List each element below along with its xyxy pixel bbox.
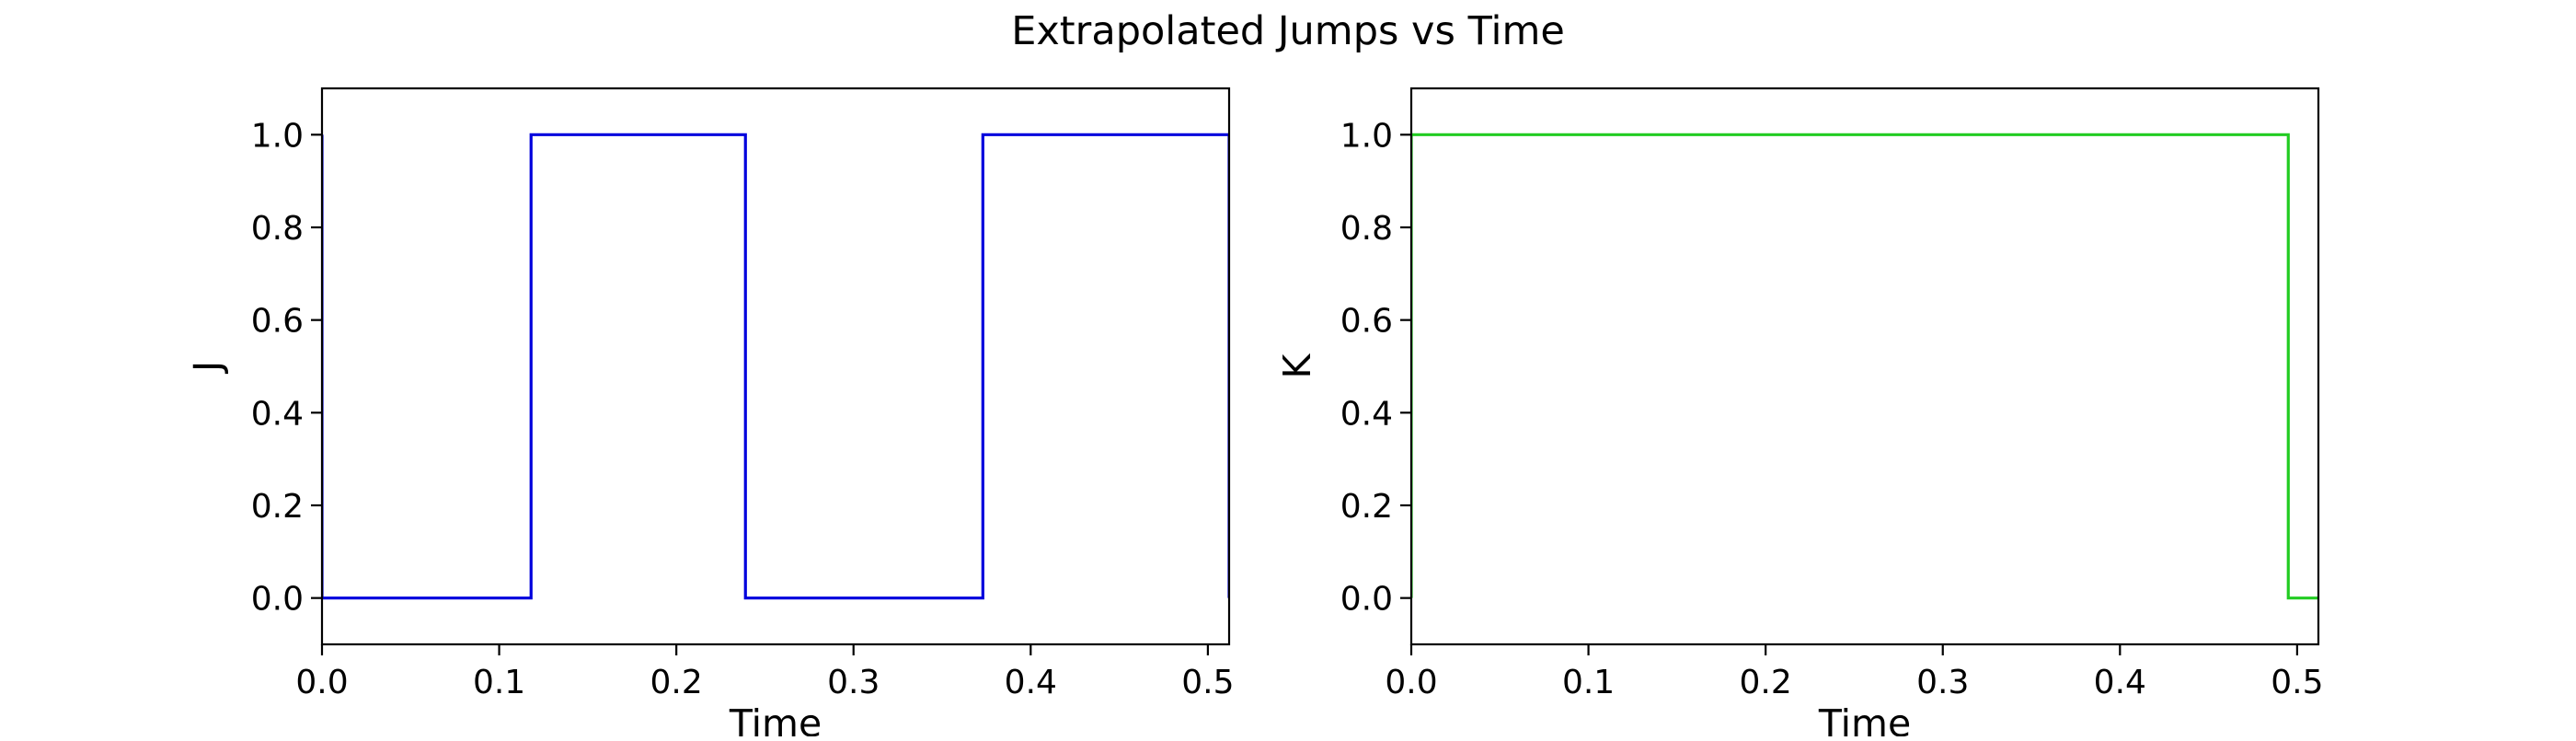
y-tick-label-j-4: 0.8 (251, 210, 304, 248)
y-axis-label-k: K (1275, 353, 1319, 378)
y-tick-label-k-3: 0.6 (1340, 303, 1393, 341)
x-tick-label-j-3: 0.3 (827, 664, 880, 701)
y-tick-label-k-2: 0.4 (1340, 395, 1393, 433)
subplot-j: 0.0 0.1 0.2 0.3 0.4 0.5 0.0 0.2 0.4 0.6 0.8 1.0 Time… (186, 87, 1235, 741)
x-tick-label-j-2: 0.2 (650, 664, 703, 701)
x-axis-label-k: Time (1818, 701, 1911, 736)
y-tick-label-j-2: 0.4 (251, 395, 304, 433)
x-tick-label-k-5: 0.5 (2271, 664, 2323, 701)
subplots: 0.0 0.1 0.2 0.3 0.4 0.5 0.0 0.2 0.4 0.6 0.8 1.0 Time… (186, 87, 2324, 741)
y-tick-label-k-1: 0.2 (1340, 488, 1393, 526)
x-tick-label-j-0: 0.0 (295, 664, 348, 701)
y-tick-label-j-3: 0.6 (251, 303, 304, 341)
x-axis-label-j: Time (729, 701, 822, 736)
y-tick-label-k-0: 0.0 (1340, 581, 1393, 619)
figure-title: Extrapolated Jumps vs Time (1011, 8, 1565, 54)
y-tick-label-j-0: 0.0 (251, 581, 304, 619)
x-tick-label-k-3: 0.3 (1916, 664, 1969, 701)
series-line-j-0 (322, 133, 1229, 600)
plot-frame-k (1409, 87, 2320, 646)
plot-frame-j (320, 87, 1231, 646)
x-tick-label-j-5: 0.5 (1181, 664, 1234, 701)
subplot-k: 0.0 0.1 0.2 0.3 0.4 0.5 0.0 0.2 0.4 0.6 0.8 1.0 Time… (1275, 87, 2324, 741)
y-axis-label-j: J (186, 361, 230, 375)
y-tick-label-j-1: 0.2 (251, 488, 304, 526)
y-tick-label-k-5: 1.0 (1340, 117, 1393, 155)
x-tick-label-k-1: 0.1 (1562, 664, 1615, 701)
x-tick-label-j-1: 0.1 (473, 664, 525, 701)
x-tick-label-k-4: 0.4 (2094, 664, 2146, 701)
x-tick-label-j-4: 0.4 (1005, 664, 1057, 701)
x-tick-label-k-0: 0.0 (1385, 664, 1437, 701)
x-tick-label-k-2: 0.2 (1740, 664, 1792, 701)
y-tick-label-k-4: 0.8 (1340, 210, 1393, 248)
series-line-k-0 (1411, 133, 2318, 600)
y-tick-label-j-5: 1.0 (251, 117, 304, 155)
